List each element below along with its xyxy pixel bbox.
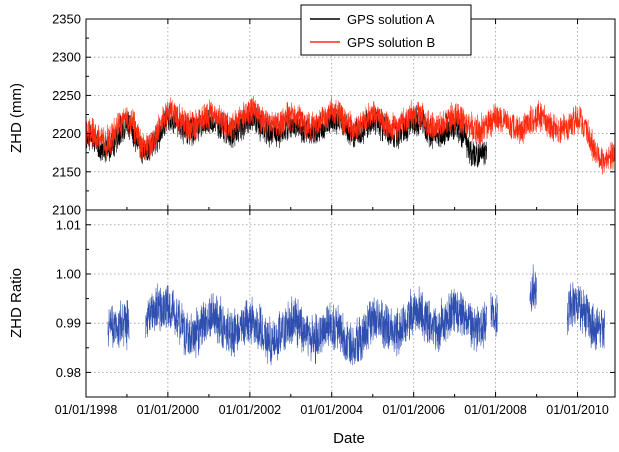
plot-frame (85, 209, 616, 398)
ratio-y-axis-label: ZHD Ratio (8, 268, 25, 338)
y-tick-label: 0.98 (56, 365, 81, 380)
x-axis-label: Date (333, 430, 365, 447)
legend-label-b: GPS solution B (347, 35, 435, 50)
x-tick-label: 01/01/2000 (137, 403, 200, 417)
y-tick-label: 2300 (52, 50, 81, 65)
zhd-panel: 2100 2150 2200 2250 2300 2350 ZHD (mm) (8, 12, 616, 218)
x-tick-label: 01/01/2010 (546, 403, 609, 417)
y-tick-label: 2100 (52, 203, 81, 218)
zhd-gridlines (85, 19, 615, 210)
y-tick-label: 2250 (52, 88, 81, 103)
legend-box (300, 4, 472, 56)
x-tick-label: 01/01/2004 (300, 403, 363, 417)
zhd-y-axis-label: ZHD (mm) (8, 83, 25, 153)
series-line (107, 264, 605, 366)
y-tick-label: 2350 (52, 12, 81, 27)
ratio-axes: 0.98 0.99 1.00 1.01 01/01/1998 01/01/2000 01/0… (55, 209, 616, 417)
y-tick-label: 1.00 (56, 266, 81, 281)
zhd-series-group (85, 95, 616, 175)
x-tick-label: 01/01/2002 (219, 403, 282, 417)
legend-label-a: GPS solution A (347, 12, 435, 27)
series-line (85, 95, 616, 175)
y-tick-label: 1.01 (56, 217, 81, 232)
zhd-axes: 2100 2150 2200 2250 2300 2350 (52, 12, 616, 218)
x-tick-label: 01/01/2006 (382, 403, 445, 417)
x-tick-label: 01/01/2008 (464, 403, 527, 417)
y-tick-label: 2150 (52, 164, 81, 179)
y-tick-label: 0.99 (56, 316, 81, 331)
ratio-series-group (107, 264, 605, 366)
legend: GPS solution A GPS solution B (300, 4, 472, 56)
y-tick-label: 2200 (52, 126, 81, 141)
ratio-panel: 0.98 0.99 1.00 1.01 01/01/1998 01/01/2000 01/0… (8, 209, 616, 447)
x-tick-label: 01/01/1998 (55, 403, 118, 417)
